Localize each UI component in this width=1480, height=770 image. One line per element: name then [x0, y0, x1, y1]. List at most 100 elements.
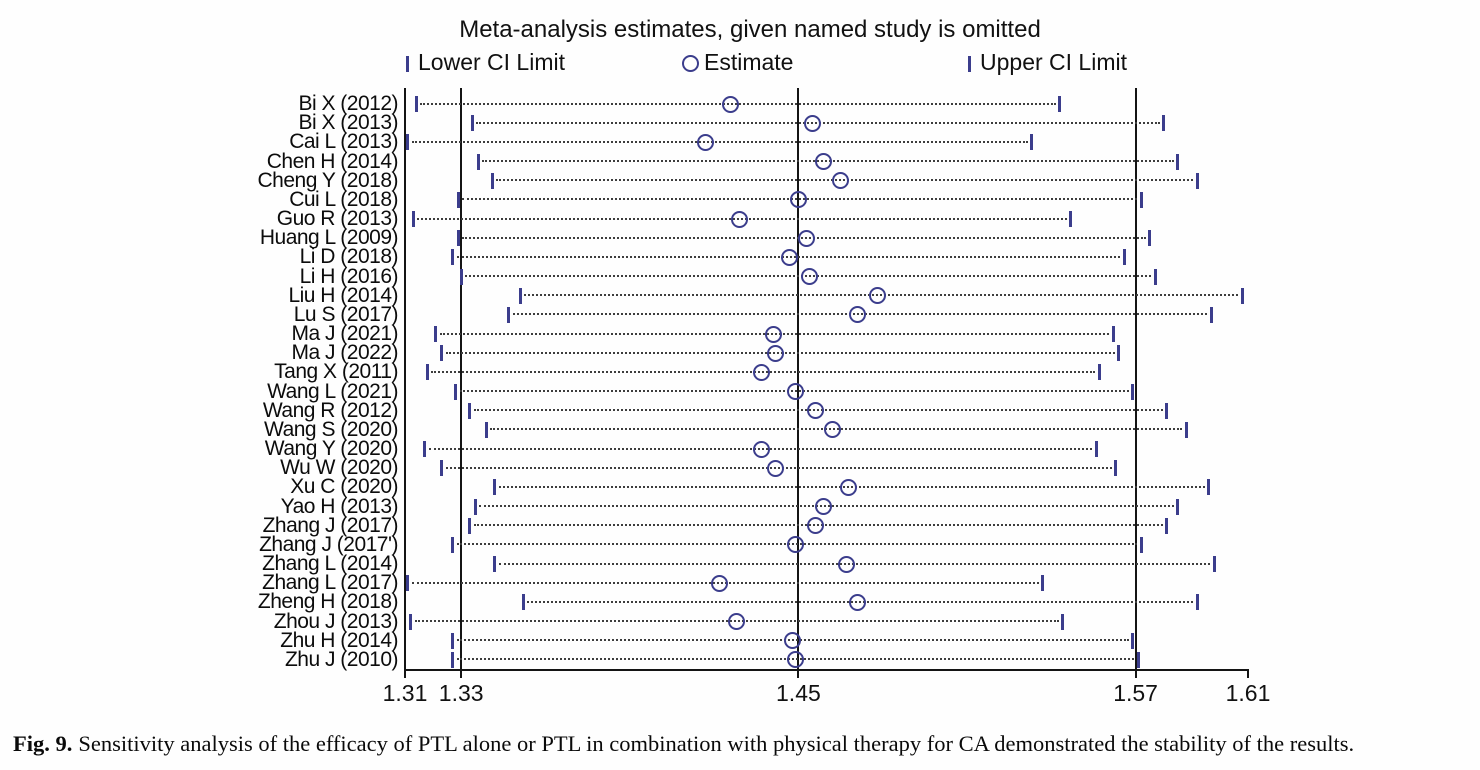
- upper-ci-tick: [1131, 383, 1135, 400]
- legend-estimate: Estimate: [682, 49, 793, 76]
- upper-ci-tick: [1209, 306, 1213, 323]
- lower-ci-tick: [484, 421, 488, 438]
- lower-ci-tick: [409, 613, 413, 630]
- lower-ci-tick: [411, 211, 415, 228]
- study-label: Ma J (2021): [291, 322, 398, 346]
- upper-ci-tick: [1069, 211, 1073, 228]
- upper-ci-tick: [1122, 249, 1126, 266]
- x-tick-label: 1.61: [1225, 680, 1271, 706]
- upper-ci-tick: [1139, 536, 1143, 553]
- study-label: Li D (2018): [299, 245, 399, 269]
- upper-ci-tick: [1094, 441, 1098, 458]
- legend-lower-ci-label: Lower CI Limit: [418, 49, 565, 75]
- estimate-marker: [784, 632, 802, 650]
- study-label: Zhang L (2014): [262, 552, 398, 576]
- estimate-marker: [848, 306, 866, 324]
- upper-ci-tick: [1184, 421, 1188, 438]
- legend-upper-ci: Upper CI Limit: [968, 49, 1127, 76]
- lower-ci-tick: [440, 460, 444, 477]
- lower-ci-tick: [440, 345, 444, 362]
- legend-estimate-label: Estimate: [704, 49, 794, 75]
- study-label: Cheng Y (2018): [257, 168, 398, 192]
- upper-ci-tick: [1111, 326, 1115, 343]
- study-label: Cai L (2013): [289, 130, 398, 154]
- study-label: Bi X (2012): [298, 92, 398, 115]
- estimate-marker: [806, 517, 824, 535]
- lower-ci-tick: [456, 230, 460, 247]
- study-label: Zhang J (2017'): [259, 532, 398, 556]
- upper-ci-tick: [1114, 460, 1118, 477]
- lower-ci-tick: [425, 364, 429, 381]
- study-label: Chen H (2014): [266, 149, 399, 173]
- estimate-marker: [832, 172, 850, 190]
- lower-ci-tick: [518, 287, 522, 304]
- estimate-marker: [787, 383, 805, 401]
- upper-ci-tick: [1131, 632, 1135, 649]
- x-tick: [1247, 669, 1249, 678]
- lower-ci-tick: [423, 441, 427, 458]
- x-tick: [460, 669, 463, 678]
- lower-ci-tick: [493, 556, 497, 573]
- estimate-marker: [767, 459, 785, 477]
- lower-ci-tick: [470, 115, 474, 132]
- upper-ci-tick: [1165, 517, 1168, 534]
- x-tick: [404, 669, 406, 678]
- estimate-marker: [787, 536, 805, 554]
- upper-ci-tick: [1148, 230, 1152, 247]
- x-tick-label: 1.57: [1113, 680, 1158, 706]
- upper-ci-tick: [1195, 172, 1199, 189]
- study-label: Lu S (2017): [293, 302, 399, 326]
- study-label: Huang L (2009): [259, 226, 399, 250]
- study-label: Zhang J (2017): [262, 513, 399, 537]
- lower-ci-tick: [451, 651, 455, 668]
- study-label: Li H (2016): [299, 264, 399, 288]
- upper-ci-tick: [1212, 556, 1216, 573]
- study-label: Ma J (2022): [291, 341, 398, 365]
- estimate-marker: [803, 114, 821, 132]
- study-label: Wang S (2020): [264, 417, 398, 441]
- lower-ci-tick: [454, 383, 458, 400]
- figure-caption: Fig. 9. Sensitivity analysis of the effic…: [13, 731, 1467, 757]
- reference-line: [797, 88, 800, 678]
- chart-title: Meta-analysis estimates, given named stu…: [459, 16, 1041, 43]
- estimate-marker: [728, 613, 746, 631]
- estimate-marker: [767, 344, 785, 362]
- lower-ci-tick: [406, 575, 410, 592]
- estimate-marker: [781, 248, 799, 266]
- study-label: Wang L (2021): [267, 379, 398, 403]
- lower-ci-tick: [476, 153, 480, 170]
- study-label: Zhu J (2010): [284, 647, 399, 671]
- lower-ci-tick: [507, 306, 511, 323]
- estimate-marker: [787, 651, 805, 669]
- y-axis-line: [404, 88, 406, 678]
- lower-ci-tick: [456, 191, 460, 208]
- lower-ci-tick: [451, 536, 455, 553]
- figure-caption-label: Fig. 9.: [13, 731, 73, 756]
- upper-ci-tick: [1195, 594, 1199, 611]
- lower-ci-tick: [459, 268, 463, 285]
- study-label: Zhu H (2014): [280, 628, 398, 652]
- estimate-marker: [823, 421, 841, 439]
- study-label: Wang R (2012): [262, 398, 399, 422]
- estimate-marker: [764, 325, 782, 343]
- estimate-marker: [789, 191, 807, 209]
- x-axis-line: [404, 669, 1249, 671]
- reference-line: [460, 88, 463, 678]
- upper-ci-tick: [1058, 96, 1062, 112]
- lower-ci-tick-icon: [406, 56, 409, 72]
- upper-ci-tick: [1153, 268, 1157, 285]
- estimate-marker: [868, 287, 886, 305]
- study-label: Yao H (2013): [280, 494, 399, 518]
- x-tick-label: 1.31: [382, 680, 428, 706]
- study-label: Zhang L (2017): [262, 571, 398, 595]
- lower-ci-tick: [490, 172, 494, 189]
- study-label: Xu C (2020): [290, 475, 398, 499]
- study-label: Tang X (2011): [274, 360, 398, 384]
- ci-line: [411, 140, 1028, 143]
- lower-ci-tick: [473, 498, 477, 515]
- upper-ci-tick: [1176, 498, 1180, 515]
- study-label: Wang Y (2020): [264, 437, 399, 461]
- legend-upper-ci-label: Upper CI Limit: [980, 49, 1127, 75]
- estimate-marker: [848, 593, 866, 611]
- x-tick-label: 1.33: [438, 680, 484, 706]
